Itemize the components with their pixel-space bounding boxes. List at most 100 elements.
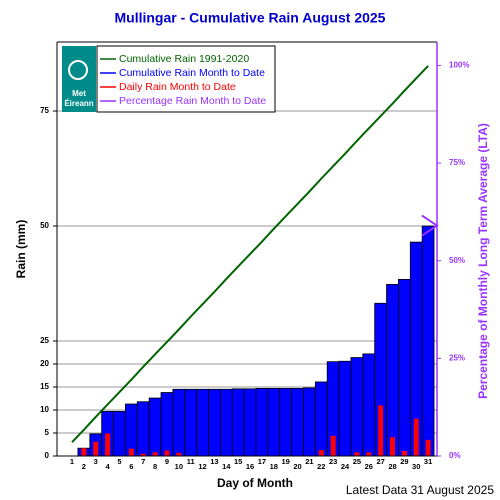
footer: Latest Data 31 August 2025	[346, 483, 494, 497]
bar	[314, 381, 328, 457]
bar	[125, 403, 138, 457]
legend-label: Cumulative Rain Month to Date	[119, 67, 265, 79]
legend-label: Daily Rain Month to Date	[119, 81, 236, 93]
y-tick-label: 10	[40, 405, 49, 414]
bar	[219, 388, 233, 457]
bar	[267, 387, 281, 457]
daily-bar	[413, 418, 419, 456]
x-tick-label: 28	[388, 462, 396, 471]
daily-bar	[401, 450, 407, 456]
bar	[136, 401, 150, 457]
bar	[398, 278, 411, 457]
y2-axis-label: Percentage of Monthly Long Term Average …	[476, 123, 490, 399]
logo-swirl	[68, 60, 88, 80]
daily-bar	[105, 433, 111, 456]
bar	[231, 388, 245, 457]
x-tick-label: 13	[210, 457, 218, 466]
y-tick-label: 20	[40, 359, 49, 368]
daily-bar	[128, 448, 134, 456]
legend-label: Cumulative Rain 1991-2020	[119, 53, 249, 65]
x-tick-label: 10	[175, 462, 183, 471]
daily-bar	[378, 405, 384, 456]
bar	[160, 392, 174, 457]
x-tick-label: 23	[329, 457, 337, 466]
y2-tick-label: 100%	[449, 61, 469, 70]
bar	[291, 387, 304, 457]
x-tick-label: 22	[317, 462, 325, 471]
y-tick-label: 50	[40, 221, 49, 230]
x-tick-label: 15	[234, 457, 242, 466]
x-tick-label: 3	[94, 457, 98, 466]
y-tick-label: 15	[40, 382, 49, 391]
x-tick-label: 4	[106, 462, 111, 471]
bar	[303, 387, 316, 457]
x-tick-label: 31	[424, 457, 432, 466]
daily-bar	[425, 439, 431, 456]
bar	[208, 388, 221, 457]
y-tick-label: 5	[45, 428, 50, 437]
legend-box	[96, 45, 276, 113]
x-tick-label: 2	[82, 462, 86, 471]
daily-bar	[354, 452, 360, 456]
x-tick-label: 30	[412, 462, 420, 471]
x-tick-label: 16	[246, 462, 254, 471]
daily-bar	[366, 452, 372, 456]
bar	[255, 387, 269, 457]
y2-tick-label: 75%	[449, 158, 465, 167]
x-tick-label: 20	[293, 462, 301, 471]
logo-text: Éireann	[64, 99, 93, 108]
x-tick-label: 18	[270, 462, 278, 471]
daily-bar	[93, 441, 99, 456]
x-tick-label: 14	[222, 462, 231, 471]
y2-tick-label: 50%	[449, 256, 465, 265]
y-axis-label: Rain (mm)	[14, 220, 28, 279]
bar	[386, 284, 399, 457]
x-tick-label: 17	[258, 457, 266, 466]
x-tick-label: 26	[365, 462, 373, 471]
y-tick-label: 25	[40, 336, 49, 345]
bar	[243, 388, 257, 457]
y2-tick-label: 0%	[449, 451, 461, 460]
bar	[350, 357, 364, 457]
x-tick-label: 9	[165, 457, 169, 466]
bar	[113, 410, 126, 457]
daily-bar	[330, 435, 336, 456]
x-tick-label: 5	[117, 457, 121, 466]
daily-bar	[389, 437, 395, 456]
x-tick-label: 8	[153, 462, 157, 471]
bar	[421, 225, 435, 457]
x-tick-label: 24	[341, 462, 350, 471]
daily-bar	[318, 450, 324, 456]
x-axis-label: Day of Month	[217, 476, 293, 490]
bar	[172, 388, 186, 457]
x-tick-label: 29	[400, 457, 408, 466]
legend-label: Percentage Rain Month to Date	[119, 95, 266, 107]
chart-title: Mullingar - Cumulative Rain August 2025	[115, 10, 386, 26]
daily-bar	[140, 453, 146, 456]
bar	[148, 397, 162, 457]
daily-bar	[152, 452, 158, 456]
x-tick-label: 25	[353, 457, 361, 466]
x-tick-label: 7	[141, 457, 145, 466]
normal-line	[71, 65, 429, 443]
x-tick-label: 1	[70, 457, 74, 466]
x-tick-label: 27	[376, 457, 384, 466]
x-tick-label: 21	[305, 457, 313, 466]
y2-tick-label: 25%	[449, 353, 465, 362]
y-tick-label: 75	[40, 106, 49, 115]
bar	[338, 360, 352, 457]
daily-bar	[164, 450, 170, 456]
x-tick-label: 11	[187, 457, 195, 466]
bar	[184, 388, 198, 457]
x-tick-label: 12	[198, 462, 206, 471]
logo-text: Met	[72, 89, 86, 98]
y-tick-label: 0	[45, 451, 50, 460]
x-tick-label: 19	[281, 457, 289, 466]
bar	[196, 388, 209, 457]
bar	[362, 353, 376, 457]
daily-bar	[176, 452, 182, 456]
daily-bar	[81, 448, 87, 456]
x-tick-label: 6	[129, 462, 133, 471]
bar	[279, 387, 292, 457]
